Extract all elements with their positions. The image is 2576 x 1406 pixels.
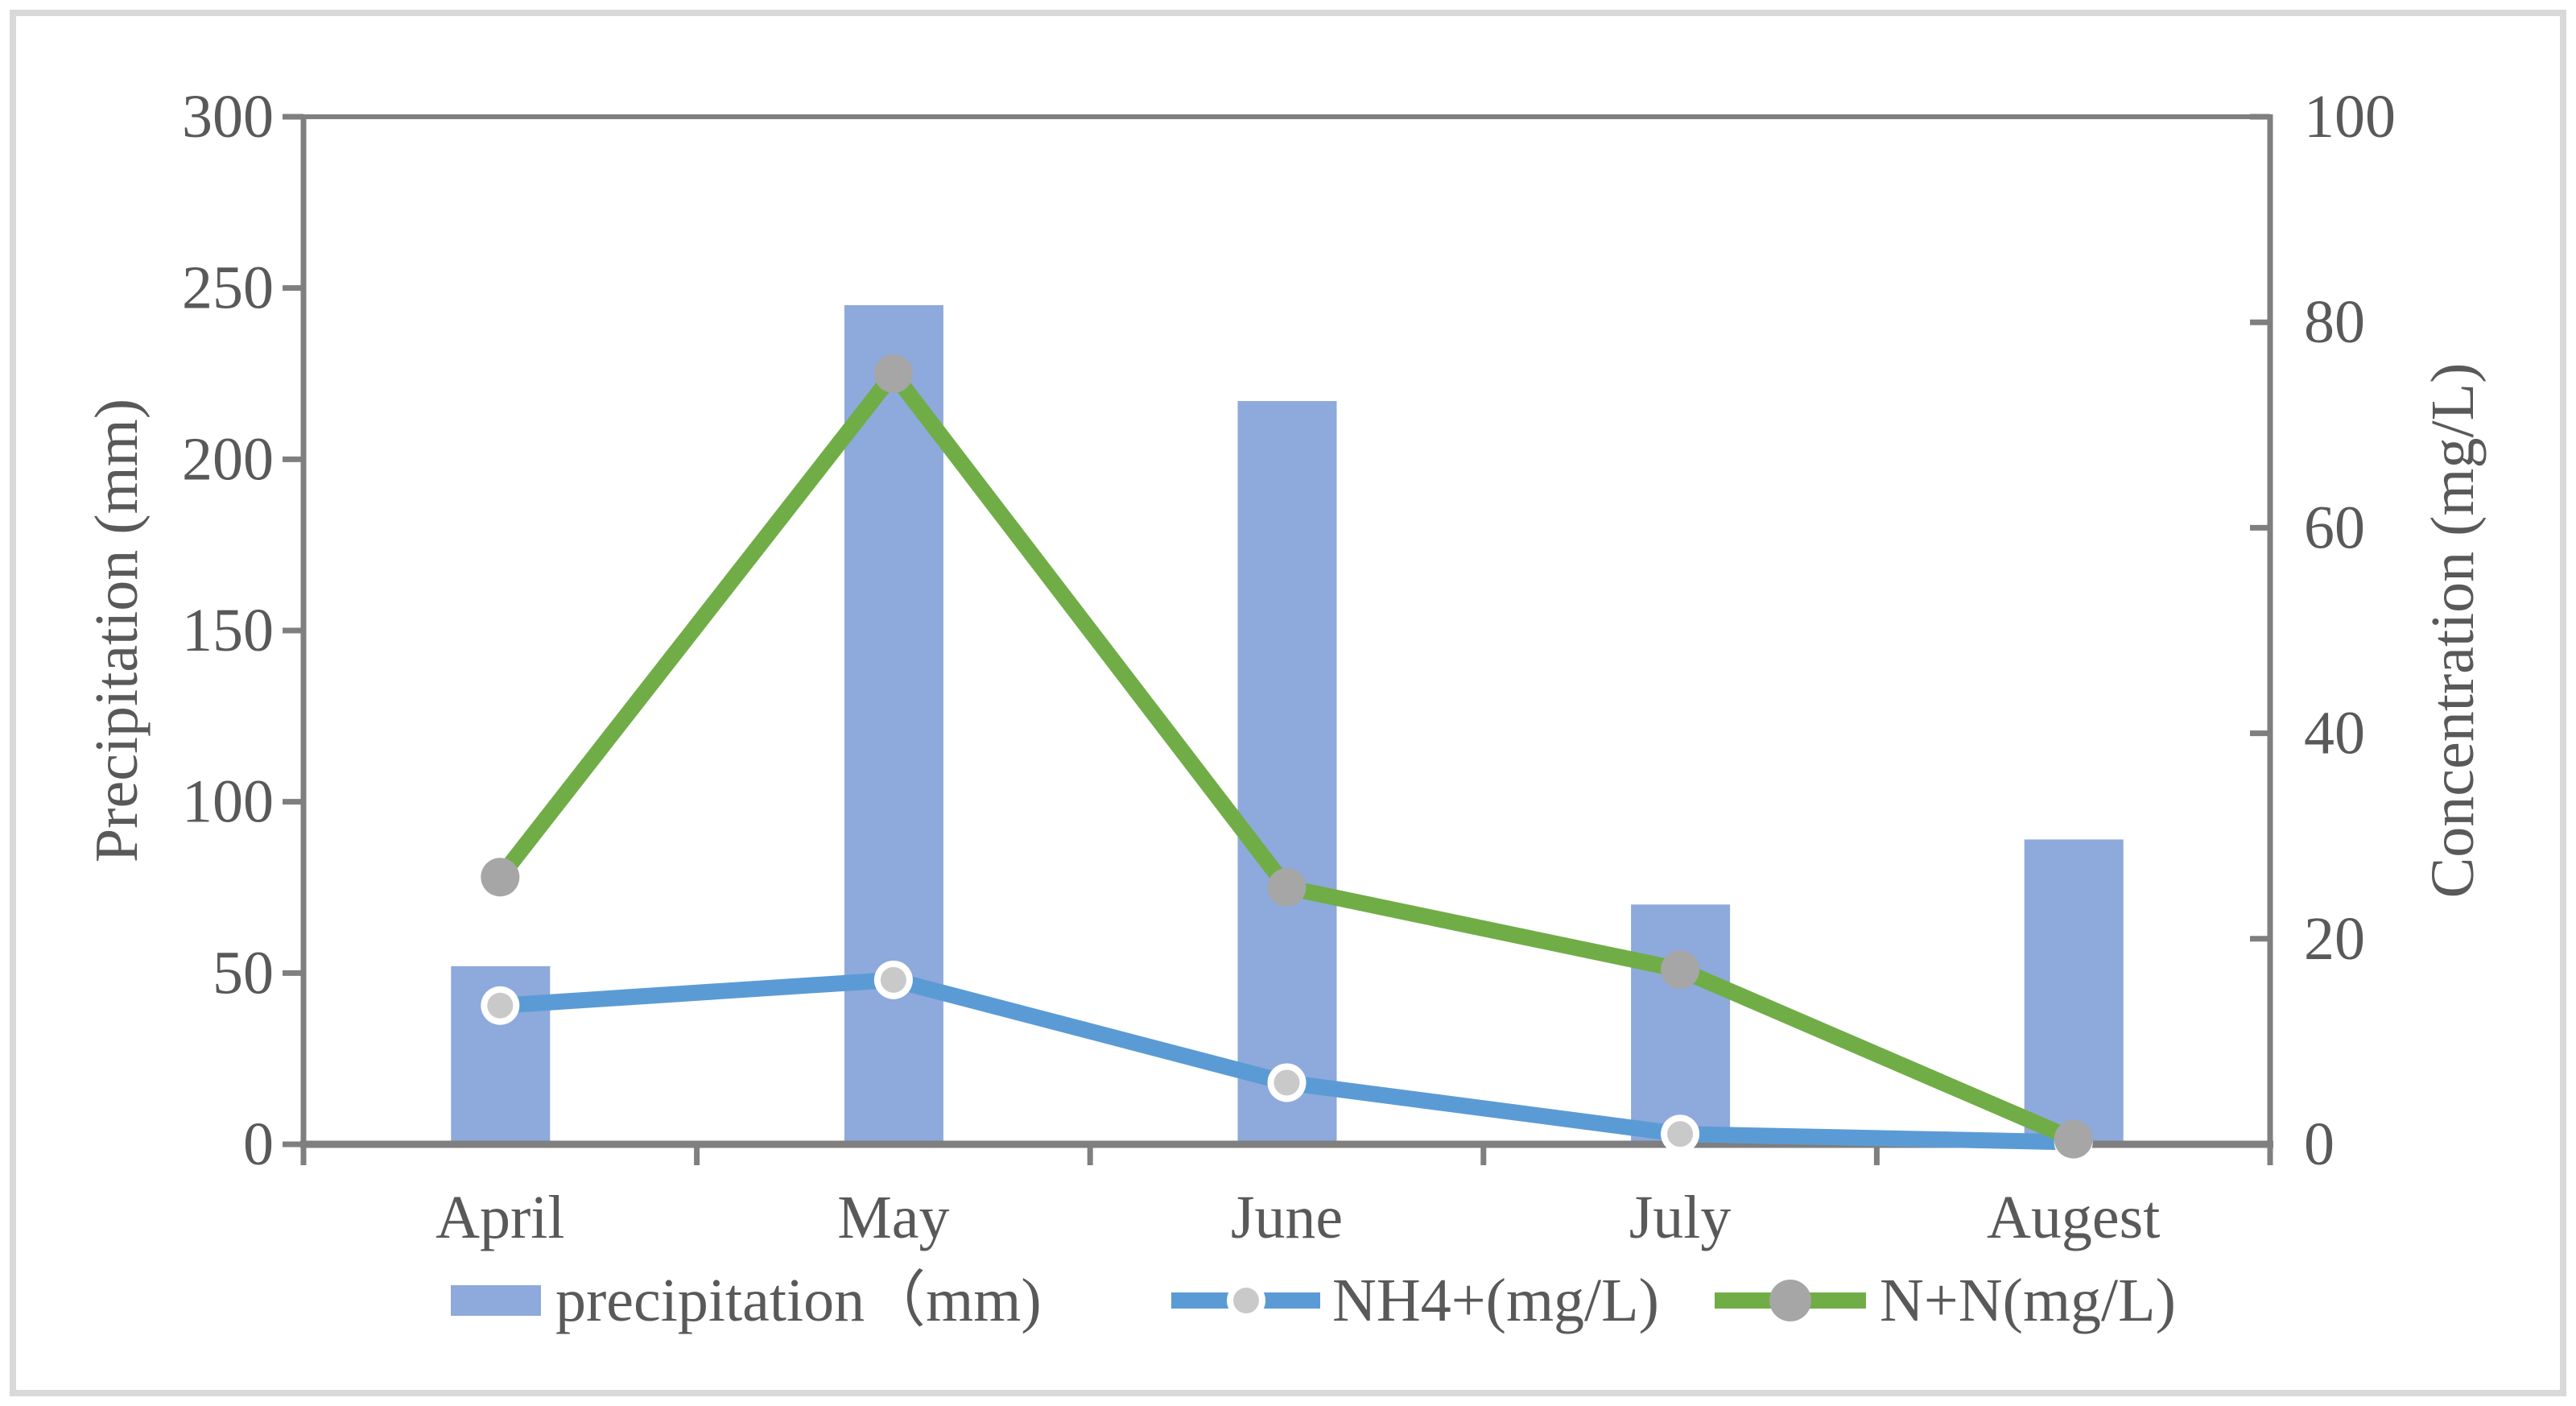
right-axis-title: Concentration (mg/L): [2419, 363, 2487, 899]
legend-nn-label: N+N(mg/L): [1880, 1267, 2176, 1334]
right-axis-tick-label: 80: [2304, 288, 2365, 356]
left-axis-tick-label: 0: [243, 1110, 274, 1178]
legend-nn-marker: [1769, 1280, 1811, 1321]
left-axis-tick-label: 150: [182, 597, 274, 664]
nn-marker-july: [1661, 950, 1700, 990]
x-axis-category-label: June: [1231, 1184, 1343, 1251]
right-axis-tick-label: 0: [2304, 1110, 2334, 1178]
left-axis-tick-label: 250: [182, 254, 274, 322]
nh4-marker-april: [487, 992, 514, 1019]
bar-augest: [2024, 839, 2124, 1144]
nn-marker-april: [481, 858, 520, 897]
nh4-marker-july: [1667, 1121, 1694, 1148]
legend-nh4-label: NH4+(mg/L): [1332, 1267, 1659, 1334]
left-axis-tick-label: 100: [182, 768, 274, 836]
left-axis-tick-label: 50: [213, 939, 274, 1007]
left-axis-tick-label: 200: [182, 425, 274, 493]
nn-marker-june: [1267, 868, 1307, 907]
bar-july: [1631, 904, 1731, 1144]
right-axis-tick-label: 40: [2304, 700, 2365, 767]
nh4-marker-june: [1274, 1069, 1300, 1096]
nn-marker-may: [873, 354, 913, 393]
right-axis-tick-label: 100: [2304, 83, 2396, 151]
x-axis-category-label: July: [1629, 1184, 1732, 1251]
x-axis-category-label: May: [837, 1184, 949, 1251]
x-axis-category-label: April: [436, 1184, 564, 1251]
legend-nh4-marker: [1233, 1288, 1259, 1313]
right-axis-tick-label: 60: [2304, 494, 2365, 561]
nh4-marker-may: [880, 966, 906, 993]
x-axis-category-label: Augest: [1987, 1184, 2160, 1251]
legend-precipitation-label: precipitation（mm): [555, 1267, 1042, 1334]
legend-precipitation-swatch: [451, 1285, 541, 1316]
right-axis-tick-label: 20: [2304, 905, 2365, 973]
bar-may: [844, 304, 943, 1144]
nn-marker-augest: [2054, 1119, 2093, 1159]
left-axis-tick-label: 300: [182, 83, 274, 151]
left-axis-title: Precipitation (mm): [83, 399, 151, 862]
bar-june: [1237, 401, 1337, 1144]
